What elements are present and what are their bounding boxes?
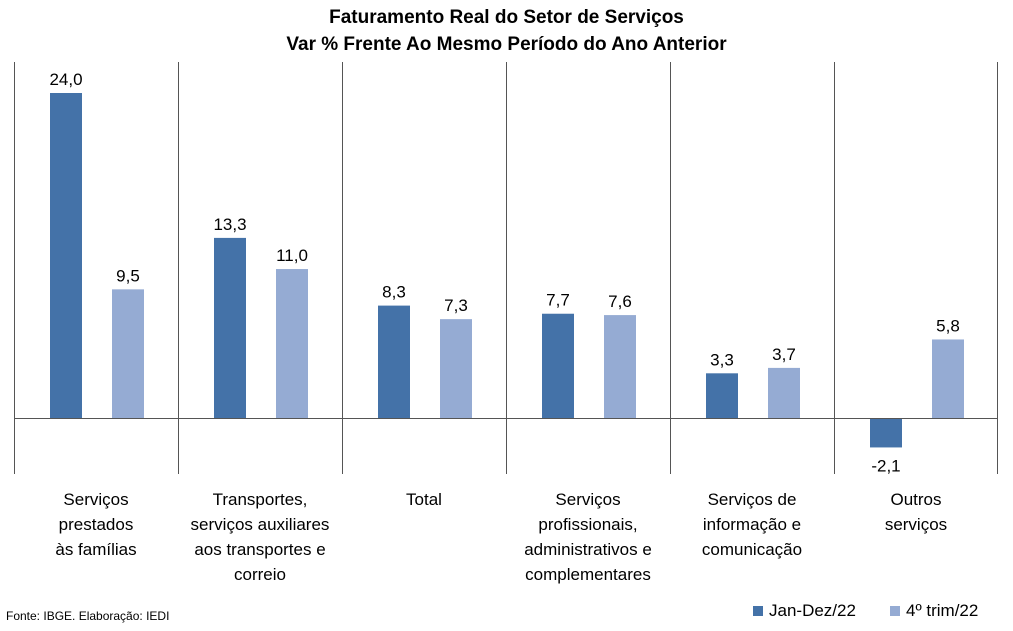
- data-label-series-2-1: 11,0: [276, 246, 308, 265]
- bar-series-2-5: [932, 339, 964, 418]
- chart-subtitle: Var % Frente Ao Mesmo Período do Ano Ant…: [286, 34, 727, 55]
- data-label-series-2-5: 5,8: [936, 316, 960, 335]
- data-label-series-1-3: 7,7: [546, 291, 570, 310]
- category-label-informacao: Serviços de informação e comunicação: [701, 490, 803, 559]
- data-label-series-2-3: 7,6: [608, 292, 632, 311]
- bar-series-1-5: [870, 419, 902, 448]
- category-label-total: Total: [406, 490, 442, 509]
- data-label-series-1-0: 24,0: [49, 70, 82, 89]
- data-label-series-1-2: 8,3: [382, 283, 406, 302]
- data-label-series-1-1: 13,3: [213, 215, 246, 234]
- data-label-series-2-0: 9,5: [116, 266, 140, 285]
- chart-title: Faturamento Real do Setor de Serviços: [329, 7, 684, 28]
- bar-series-2-0: [112, 289, 144, 418]
- data-label-series-2-2: 7,3: [444, 296, 468, 315]
- bar-series-1-3: [542, 313, 574, 418]
- source-note: Fonte: IBGE. Elaboração: IEDI: [6, 609, 170, 623]
- legend-swatch-series-1: [753, 606, 763, 616]
- legend-item-series-2: 4º trim/22: [890, 601, 978, 621]
- bar-series-2-4: [768, 367, 800, 418]
- bar-series-1-0: [50, 93, 82, 418]
- data-label-series-2-4: 3,7: [772, 345, 796, 364]
- data-label-series-1-4: 3,3: [710, 350, 734, 369]
- data-label-series-1-5: -2,1: [871, 456, 900, 475]
- bar-series-2-3: [604, 315, 636, 418]
- bar-series-1-4: [706, 373, 738, 418]
- category-label-familias: Serviços prestados às famílias: [55, 490, 137, 559]
- bar-series-1-2: [378, 305, 410, 418]
- bar-series-2-2: [440, 319, 472, 418]
- legend-item-series-1: Jan-Dez/22: [753, 601, 856, 621]
- legend-swatch-series-2: [890, 606, 900, 616]
- legend-label-series-2: 4º trim/22: [906, 601, 979, 620]
- bar-series-2-1: [276, 269, 308, 418]
- category-label-outros: Outros serviços: [884, 490, 948, 534]
- category-label-transportes: Transportes, serviços auxiliares aos trans…: [190, 490, 330, 584]
- legend-label-series-1: Jan-Dez/22: [769, 601, 856, 620]
- bar-series-1-1: [214, 237, 246, 418]
